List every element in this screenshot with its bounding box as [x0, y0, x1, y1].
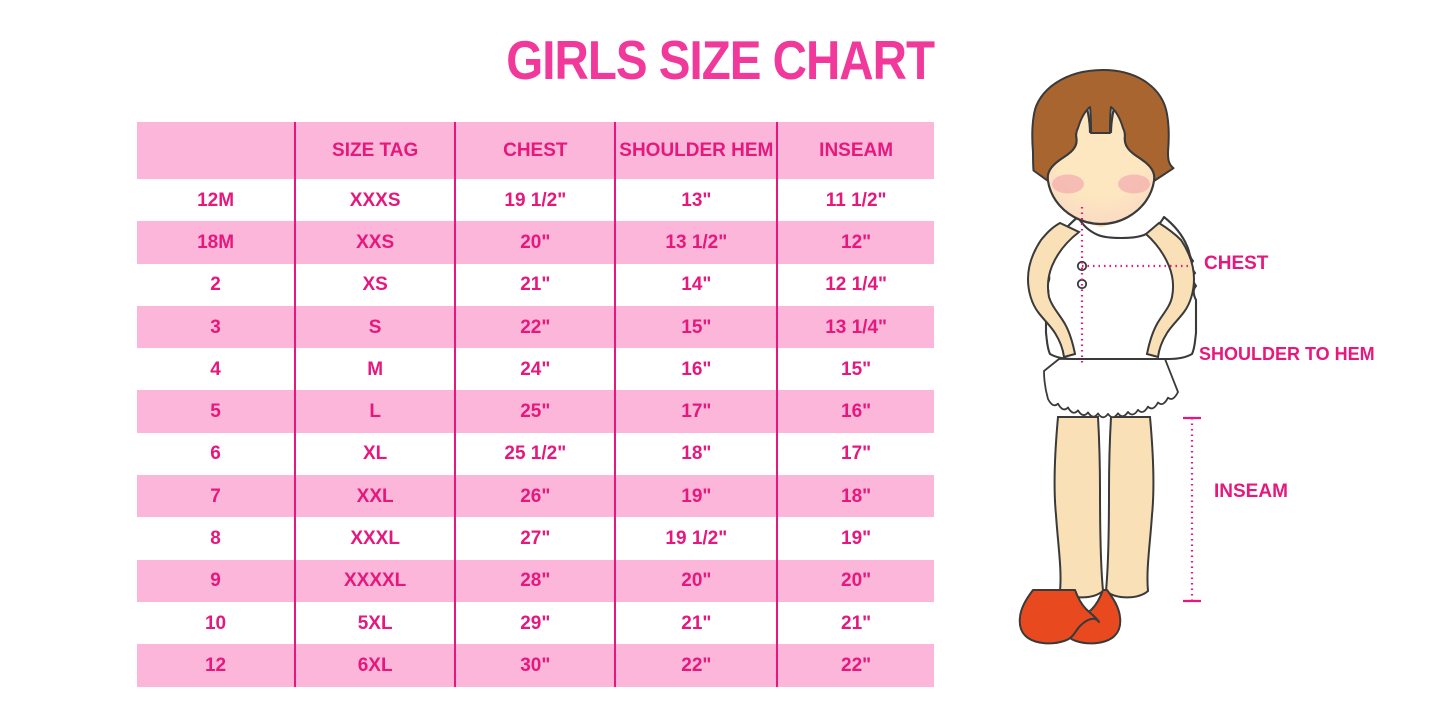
svg-text:INSEAM: INSEAM: [1214, 481, 1288, 502]
svg-text:SHOULDER TO HEM: SHOULDER TO HEM: [1199, 344, 1375, 364]
svg-text:CHEST: CHEST: [1204, 253, 1269, 274]
